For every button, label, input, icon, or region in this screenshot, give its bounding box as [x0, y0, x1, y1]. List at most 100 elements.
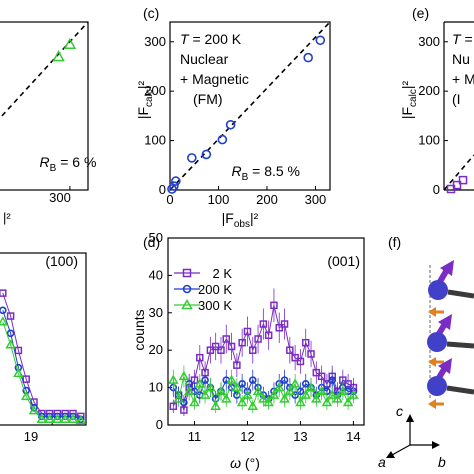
- left-top-rb-annotation: RB = 6 %: [40, 154, 97, 174]
- panel-d-point-0-18: [264, 331, 273, 339]
- panel-d-point-2-1: [173, 393, 184, 403]
- panel-d-ytick-label: 0: [156, 417, 163, 432]
- panel-d-point-2-0: [168, 374, 179, 384]
- panel-d-point-2-13: [236, 397, 248, 407]
- panel-e-title-line-1: Nu: [452, 51, 470, 67]
- left-bottom-point-0-2: [14, 346, 23, 355]
- panel-c-axes: 0 100 200 300 0 100 200 300: [144, 21, 331, 207]
- atom-sphere-top: [428, 280, 448, 300]
- panel-f-label: (f): [388, 234, 401, 250]
- panel-d-point-2-22: [284, 385, 296, 396]
- panel-d-ytick-label: 20: [149, 342, 163, 357]
- left-bottom-point-0-3: [22, 375, 30, 383]
- panel-d-xlabel: ω (°): [230, 455, 260, 471]
- panel-c: (c) 0 100 200 300 0 100 200 300 T = 200 K Nuclea…: [135, 5, 331, 230]
- panel-d-point-0-5: [196, 353, 204, 362]
- left-bottom-point-2-7: [52, 413, 63, 424]
- left-bottom-axes: [0, 252, 87, 426]
- panel-d-annotation: (001): [327, 253, 360, 269]
- orange-spin-arrow-3: [428, 399, 444, 409]
- panel-d-point-2-10: [220, 393, 232, 403]
- left-bottom-point-2-10: [75, 414, 87, 425]
- panel-d-point-0-14: [243, 327, 252, 336]
- left-top-points: [52, 37, 77, 62]
- panel-d-point-0-15: [249, 346, 257, 354]
- panel-d-point-2-7: [205, 382, 216, 392]
- bond-middle: [446, 341, 474, 349]
- panel-d-point-2-25: [300, 389, 312, 399]
- panel-e-title-line-3: (I: [452, 91, 461, 107]
- panel-d-point-2-14: [242, 389, 253, 399]
- panel-d-point-2-8: [210, 400, 221, 411]
- panel-d-point-2-3: [183, 385, 195, 396]
- panel-c-point-6: [225, 119, 236, 130]
- panel-d-point-1-6: [201, 376, 209, 384]
- panel-d-point-2-4: [189, 397, 200, 407]
- left-bottom-point-2-0: [0, 316, 9, 326]
- panel-e-ytick-label: 300: [418, 34, 440, 49]
- panel-c-ylabel: |Fcalc|²: [135, 81, 155, 120]
- panel-d-point-0-12: [233, 361, 241, 369]
- panel-e-partial: (e) 0 100 200 300 T = Nu + M (I |Fcalc|²: [399, 5, 474, 197]
- left-top-xtick: 300: [49, 190, 71, 205]
- panel-d-ylabel: counts: [131, 309, 147, 350]
- panel-e-ytick-label: 200: [418, 83, 440, 98]
- left-top-axes: [0, 21, 89, 191]
- panel-e-point-2: [458, 175, 468, 185]
- panel-d-point-2-30: [326, 389, 338, 399]
- left-bottom-partial-panel: (100) 19: [0, 252, 87, 444]
- left-bottom-point-0-10: [77, 412, 85, 421]
- panel-d-point-2-19: [268, 389, 280, 399]
- left-top-frame: [0, 21, 89, 191]
- panel-c-xlabel: |Fobs|²: [222, 210, 259, 230]
- panel-e-points: [446, 175, 468, 194]
- panel-d-ytick-label: 40: [149, 267, 163, 282]
- panel-d-point-0-16: [254, 335, 262, 343]
- panel-d-point-0-21: [280, 320, 289, 328]
- panel-d-point-0-13: [238, 338, 246, 347]
- panel-c-title: T = 200 K Nuclear + Magnetic (FM): [180, 31, 249, 107]
- panel-c-rb-annotation: RB = 8.5 %: [231, 163, 300, 183]
- panel-d-point-0-26: [307, 350, 315, 358]
- left-bottom-point-2-8: [59, 413, 71, 424]
- panel-d-point-0-10: [222, 335, 231, 343]
- panel-c-label: (c): [143, 5, 159, 21]
- left-bottom-point-1-0: [0, 306, 7, 315]
- panel-d-point-2-33: [342, 397, 354, 407]
- panel-d-point-2-20: [273, 382, 285, 392]
- panel-d-point-0-25: [301, 338, 310, 347]
- left-bottom-series-line-1: [2, 310, 81, 420]
- panel-d-point-1-13: [238, 380, 246, 388]
- left-bottom-point-0-1: [6, 312, 15, 320]
- panel-c-xtick-label: 200: [256, 192, 278, 207]
- panel-c-point-8: [315, 35, 326, 46]
- panel-d-point-0-0: [169, 402, 178, 411]
- left-bottom-point-2-4: [28, 405, 40, 415]
- panel-d-point-1-15: [248, 376, 257, 384]
- legend-label-1: 200 K: [198, 282, 232, 297]
- axis-triad: [386, 414, 440, 458]
- panel-d-xtick-label: 11: [188, 429, 202, 444]
- left-bottom-point-2-6: [44, 413, 55, 424]
- left-bottom-xtick: 19: [24, 429, 38, 444]
- panel-e-label: (e): [412, 5, 429, 21]
- panel-d-xtick-label: 13: [293, 429, 307, 444]
- panel-c-ytick-label: 300: [144, 34, 166, 49]
- left-top-point-0: [63, 37, 77, 49]
- orange-spin-arrow-1: [428, 307, 444, 317]
- panel-c-points: [167, 35, 326, 194]
- panel-d-point-0-22: [286, 346, 294, 354]
- panel-d-point-2-5: [194, 378, 206, 388]
- left-bottom-point-1-1: [6, 329, 15, 338]
- panel-f: (f): [378, 234, 474, 470]
- panel-c-fit-line: [169, 21, 331, 191]
- panel-d-label: (d): [143, 234, 160, 250]
- panel-d-xtick-label: 12: [240, 429, 254, 444]
- panel-c-point-3: [187, 153, 197, 163]
- left-bottom-point-2-1: [5, 339, 16, 349]
- panel-c-title-line-1: Nuclear: [180, 51, 229, 67]
- panel-d-point-2-9: [215, 385, 227, 396]
